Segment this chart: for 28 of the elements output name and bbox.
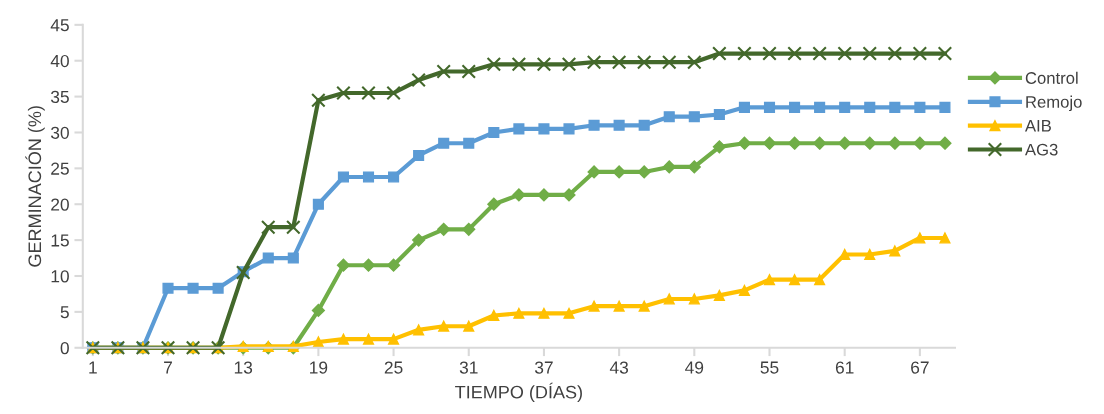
y-axis-title: GERMINACIÓN (%)	[25, 106, 45, 267]
y-tick-label: 30	[50, 126, 69, 139]
y-tick-label: 35	[50, 90, 69, 104]
x-tick-label: 1	[89, 361, 97, 374]
x-tick-label: 67	[911, 361, 929, 374]
x-tick-label: 7	[164, 361, 172, 374]
legend-label: AG3	[1024, 143, 1058, 156]
y-tick-label: 45	[50, 19, 69, 32]
legend-label: AIB	[1024, 120, 1051, 132]
y-tick-label: 0	[60, 341, 69, 355]
x-tick-label: 37	[534, 361, 553, 374]
x-tick-label: 13	[234, 361, 253, 374]
x-tick-label: 31	[459, 361, 478, 374]
x-axis-title: TIEMPO (DÍAS)	[455, 382, 582, 403]
x-tick-label: 61	[835, 361, 854, 374]
y-tick-label: 40	[50, 54, 69, 68]
x-tick-label: 19	[310, 361, 328, 374]
x-tick-label: 49	[685, 361, 704, 374]
y-tick-label: 15	[51, 234, 69, 247]
y-tick-label: 20	[51, 198, 69, 211]
x-tick-label: 43	[609, 361, 629, 374]
x-tick-label: 55	[760, 361, 779, 374]
x-tick-label: 25	[384, 361, 403, 374]
legend-label: Remojo	[1026, 95, 1082, 112]
y-tick-label: 25	[51, 162, 69, 175]
y-tick-label: 10	[51, 270, 69, 283]
y-tick-label: 5	[60, 306, 69, 319]
legend-label: Control	[1025, 71, 1078, 84]
